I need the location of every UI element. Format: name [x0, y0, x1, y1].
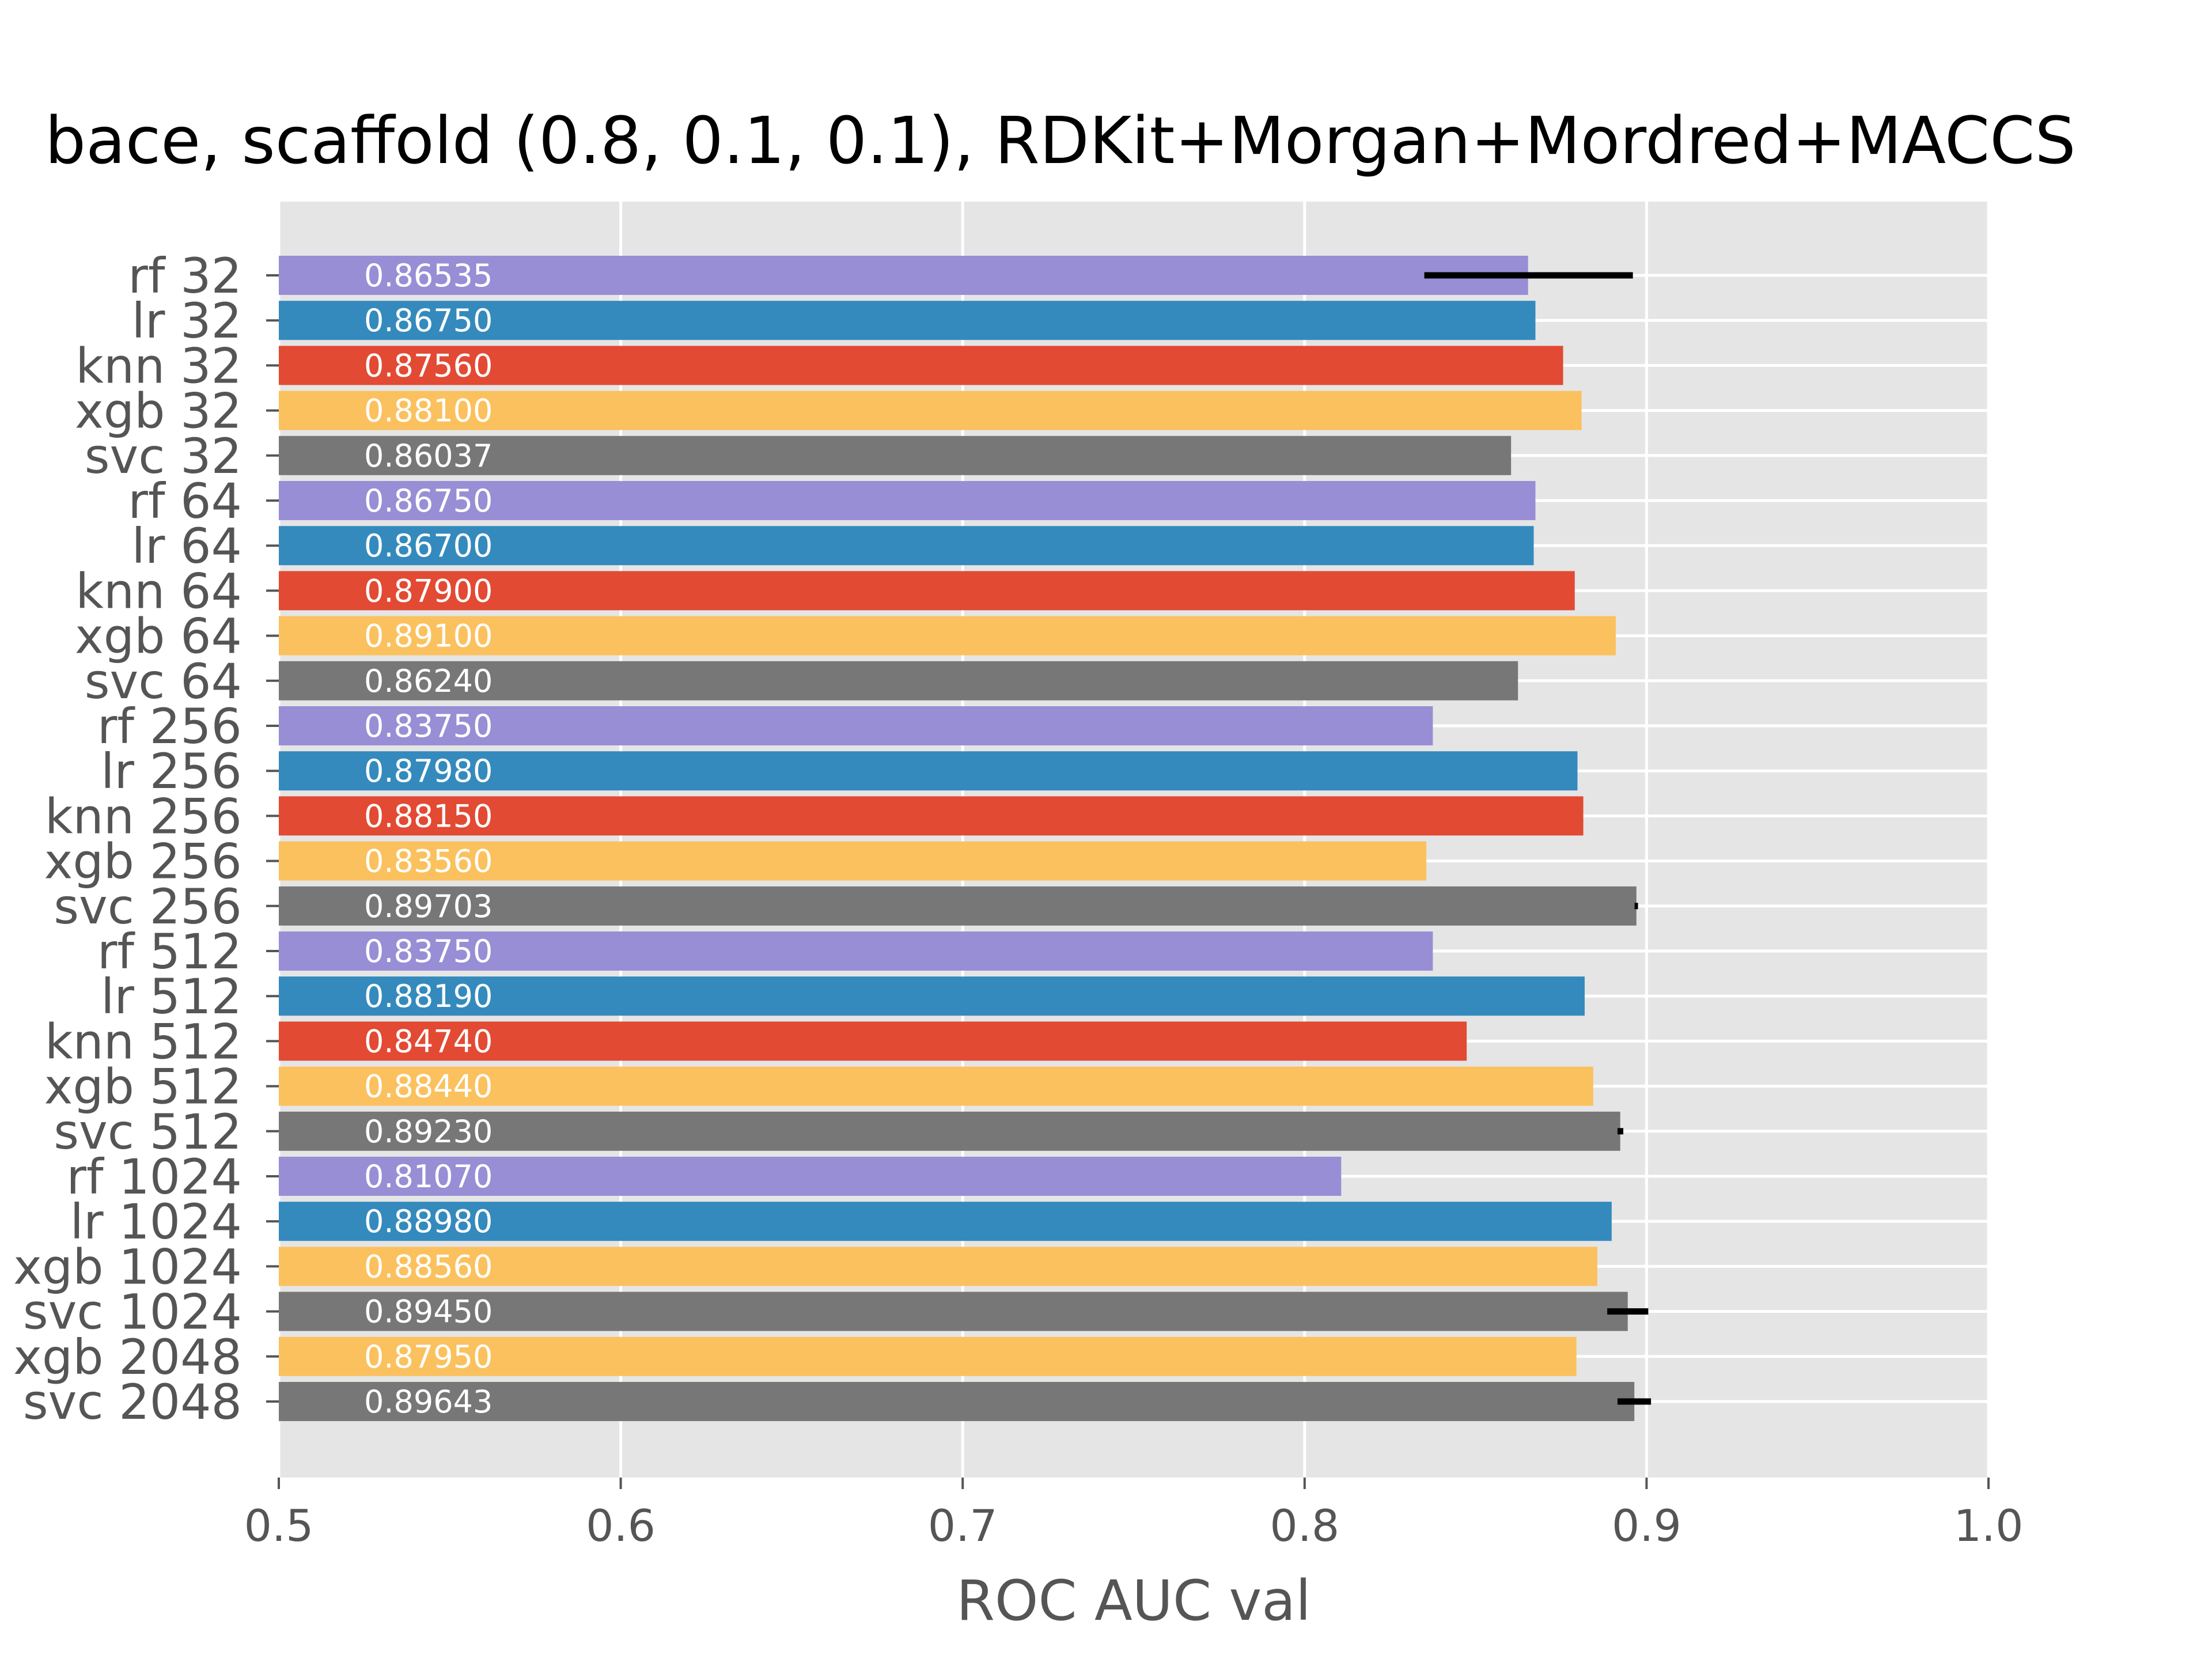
bars	[279, 256, 1637, 1421]
x-axis: 0.5 0.6 0.7 0.8 0.9 1.0	[244, 1478, 2024, 1551]
y-tick-label: xgb 64	[75, 608, 242, 665]
y-tick-label: knn 64	[75, 563, 242, 619]
bar	[279, 1247, 1597, 1286]
bar	[279, 435, 1512, 475]
bar-value-label: 0.89450	[364, 1294, 493, 1330]
bar	[279, 391, 1582, 430]
bar-value-label: 0.88980	[364, 1203, 493, 1240]
bar-value-label: 0.87980	[364, 753, 493, 789]
y-tick-label: rf 32	[128, 248, 242, 304]
bar-value-label: 0.86750	[364, 483, 493, 519]
value-labels: 0.86535 0.86750 0.87560 0.88100 0.86037 0.867…	[364, 257, 493, 1420]
y-tick-label: lr 1024	[70, 1194, 242, 1250]
bar	[279, 796, 1584, 836]
y-tick-label: xgb 512	[44, 1059, 242, 1115]
y-tick-label: rf 1024	[66, 1149, 242, 1205]
bar-value-label: 0.87900	[364, 573, 493, 609]
bar	[279, 1021, 1467, 1061]
x-tick-label: 1.0	[1954, 1500, 2024, 1551]
bar	[279, 886, 1637, 926]
y-tick-label: knn 256	[45, 788, 242, 844]
chart-title: bace, scaffold (0.8, 0.1, 0.1), RDKit+Mo…	[45, 104, 2076, 179]
bar-value-label: 0.88190	[364, 978, 493, 1014]
y-tick-label: svc 64	[85, 653, 242, 710]
y-tick-label: rf 512	[97, 923, 242, 980]
y-tick-label: svc 512	[54, 1104, 242, 1160]
bar	[279, 1111, 1620, 1151]
bar	[279, 706, 1433, 745]
bar	[279, 751, 1578, 791]
bar-value-label: 0.88440	[364, 1069, 493, 1105]
bar-value-label: 0.88150	[364, 798, 493, 834]
bar	[279, 661, 1518, 700]
bar-value-label: 0.86535	[364, 257, 493, 294]
y-tick-label: knn 512	[45, 1013, 242, 1070]
bar	[279, 1066, 1593, 1106]
y-tick-label: xgb 2048	[13, 1329, 242, 1385]
bar	[279, 301, 1536, 340]
bar	[279, 481, 1536, 520]
x-tick-label: 0.6	[586, 1500, 656, 1551]
x-axis-title: ROC AUC val	[956, 1569, 1311, 1633]
bar-value-label: 0.89703	[364, 888, 493, 925]
y-tick-label: knn 32	[75, 338, 242, 394]
bar	[279, 571, 1575, 611]
y-tick-label: rf 64	[128, 473, 242, 529]
x-tick-label: 0.5	[244, 1500, 314, 1551]
bar-value-label: 0.89230	[364, 1113, 493, 1150]
y-tick-label: lr 512	[101, 968, 242, 1025]
bar	[279, 1336, 1577, 1376]
bar-value-label: 0.83750	[364, 933, 493, 969]
x-tick-label: 0.8	[1270, 1500, 1339, 1551]
bar-value-label: 0.89100	[364, 618, 493, 654]
bar-value-label: 0.87560	[364, 347, 493, 384]
bar	[279, 616, 1616, 656]
y-tick-label: lr 64	[132, 518, 242, 574]
bar	[279, 1157, 1342, 1196]
bar	[279, 1382, 1635, 1421]
y-tick-label: xgb 32	[75, 383, 242, 440]
y-tick-label: xgb 256	[44, 834, 242, 890]
bar-value-label: 0.83750	[364, 708, 493, 744]
bar-value-label: 0.83560	[364, 843, 493, 880]
bar	[279, 841, 1427, 881]
bar-value-label: 0.84740	[364, 1023, 493, 1059]
x-tick-label: 0.7	[928, 1500, 998, 1551]
bar-value-label: 0.87950	[364, 1339, 493, 1375]
bar	[279, 931, 1433, 971]
bar-value-label: 0.88560	[364, 1248, 493, 1285]
y-tick-label: svc 32	[85, 428, 242, 484]
bar	[279, 976, 1585, 1016]
bar-value-label: 0.89643	[364, 1384, 493, 1420]
bar	[279, 256, 1528, 295]
y-tick-label: xgb 1024	[13, 1238, 242, 1295]
x-tick-label: 0.9	[1612, 1500, 1681, 1551]
bar-value-label: 0.88100	[364, 393, 493, 429]
bar-value-label: 0.86750	[364, 302, 493, 339]
bar-value-label: 0.81070	[364, 1158, 493, 1195]
bar	[279, 346, 1563, 385]
bar	[279, 526, 1534, 566]
y-tick-label: svc 1024	[23, 1284, 242, 1340]
error-bars	[1424, 272, 1652, 1405]
bar-value-label: 0.86240	[364, 663, 493, 699]
y-tick-label: lr 256	[101, 743, 242, 800]
y-tick-label: svc 2048	[23, 1374, 242, 1430]
bar	[279, 1202, 1612, 1241]
y-tick-label: lr 32	[132, 293, 242, 349]
bar-value-label: 0.86037	[364, 438, 493, 474]
y-tick-label: svc 256	[54, 878, 242, 935]
y-tick-label: rf 256	[97, 698, 242, 755]
bar-value-label: 0.86700	[364, 528, 493, 564]
bar	[279, 1291, 1628, 1331]
